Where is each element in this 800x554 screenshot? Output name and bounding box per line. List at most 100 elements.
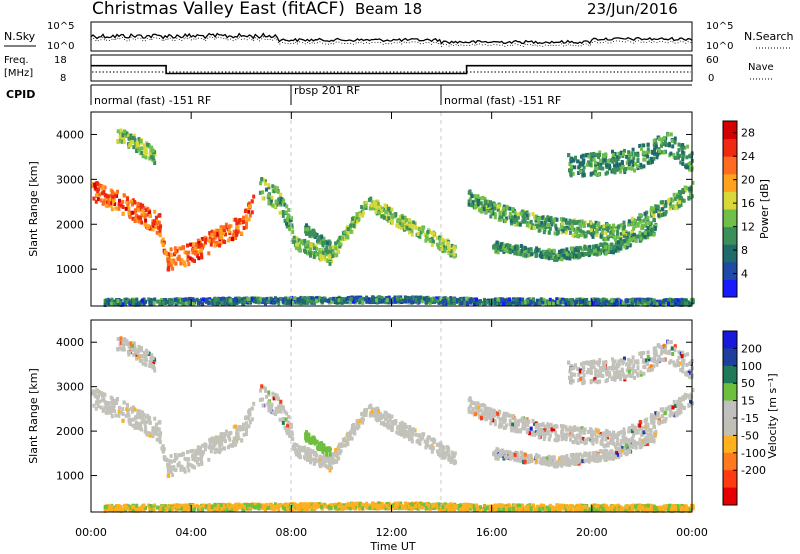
power-cell bbox=[131, 302, 135, 307]
power-cell bbox=[386, 206, 390, 211]
power-cell bbox=[236, 225, 240, 230]
power-cell bbox=[241, 301, 245, 306]
power-cell bbox=[638, 144, 642, 148]
station-title: Christmas Valley East (fitACF) bbox=[92, 0, 345, 19]
velocity-cell bbox=[126, 342, 130, 347]
power-cell bbox=[356, 295, 360, 300]
power-cell bbox=[171, 300, 175, 305]
velocity-cell bbox=[539, 431, 543, 436]
power-cell bbox=[541, 300, 545, 305]
power-cell bbox=[677, 298, 680, 303]
power-cell bbox=[500, 299, 504, 304]
power-cell bbox=[644, 218, 648, 223]
power-colorbar-segment bbox=[723, 261, 737, 280]
power-cell bbox=[161, 237, 165, 242]
power-colorbar-segment bbox=[723, 209, 737, 228]
velocity-cell bbox=[309, 450, 313, 454]
velocity-cell bbox=[245, 425, 249, 430]
power-cell bbox=[627, 222, 631, 227]
power-cell bbox=[686, 144, 690, 149]
power-cell bbox=[530, 252, 534, 257]
velocity-cell bbox=[219, 434, 223, 439]
power-cell bbox=[312, 246, 316, 251]
velocity-cell bbox=[436, 449, 439, 454]
velocity-cell bbox=[424, 441, 428, 446]
power-cell bbox=[572, 220, 576, 225]
velocity-cell bbox=[117, 409, 121, 414]
cpid-segment-2: rbsp 201 RF bbox=[294, 84, 360, 97]
power-cell bbox=[242, 226, 246, 230]
power-cell bbox=[126, 202, 130, 207]
velocity-cell bbox=[183, 469, 187, 474]
power-cell bbox=[373, 298, 377, 303]
power-cell bbox=[632, 236, 636, 241]
power-cell bbox=[627, 231, 630, 236]
power-cell bbox=[676, 154, 680, 159]
power-cell bbox=[213, 243, 217, 248]
power-cell bbox=[230, 301, 234, 306]
power-cell bbox=[651, 159, 654, 164]
velocity-cell bbox=[264, 388, 267, 393]
velocity-cell bbox=[351, 423, 354, 428]
power-cell bbox=[304, 229, 308, 234]
power-cell bbox=[169, 263, 173, 268]
power-cell bbox=[642, 302, 646, 307]
power-cell bbox=[405, 218, 409, 223]
velocity-cell bbox=[309, 437, 313, 442]
velocity-cell bbox=[122, 347, 126, 352]
velocity-cell bbox=[668, 408, 672, 413]
velocity-cell bbox=[110, 414, 114, 419]
freq-series-line bbox=[91, 64, 692, 75]
power-cell bbox=[405, 225, 409, 230]
velocity-cell bbox=[95, 400, 99, 405]
velocity-cell bbox=[411, 430, 415, 435]
power-cell bbox=[294, 245, 298, 250]
power-cell bbox=[647, 221, 651, 226]
velocity-cell bbox=[133, 407, 137, 412]
power-cell bbox=[377, 298, 381, 303]
power-cell bbox=[140, 220, 144, 225]
power-cell bbox=[299, 301, 303, 306]
power-cell bbox=[577, 165, 581, 170]
power-cell bbox=[519, 297, 523, 302]
power-cell bbox=[437, 245, 440, 250]
power-cell bbox=[681, 161, 685, 166]
power-cell bbox=[659, 143, 663, 148]
power-cell bbox=[611, 153, 615, 157]
power-cell bbox=[544, 302, 548, 307]
velocity-cell bbox=[145, 352, 149, 357]
velocity-cell bbox=[141, 361, 145, 366]
power-cell bbox=[657, 213, 661, 218]
power-cell bbox=[539, 224, 543, 229]
power-cell bbox=[130, 199, 133, 204]
power-cell bbox=[659, 200, 663, 205]
velocity-cell bbox=[180, 464, 184, 469]
power-cell bbox=[288, 218, 292, 223]
power-cell bbox=[253, 296, 257, 301]
power-cell bbox=[462, 297, 466, 302]
power-cell bbox=[645, 302, 649, 307]
power-cell bbox=[261, 300, 265, 305]
power-cell bbox=[651, 227, 655, 232]
velocity-cell bbox=[356, 426, 360, 431]
velocity-cell bbox=[215, 447, 219, 452]
power-cell bbox=[328, 255, 332, 260]
power-cell bbox=[680, 299, 684, 304]
power-cell bbox=[98, 184, 102, 189]
power-cell bbox=[132, 136, 136, 141]
power-colorbar-segment bbox=[723, 121, 737, 140]
power-cell bbox=[142, 301, 146, 306]
velocity-cell bbox=[400, 432, 404, 437]
power-cell bbox=[269, 300, 273, 305]
velocity-cell bbox=[382, 422, 386, 427]
power-cell bbox=[554, 226, 558, 231]
power-cell bbox=[247, 217, 251, 222]
velocity-cell bbox=[591, 441, 595, 446]
velocity-cell bbox=[560, 437, 564, 442]
power-cell bbox=[679, 196, 683, 201]
power-cell bbox=[317, 235, 321, 240]
velocity-cell bbox=[321, 448, 325, 453]
power-cell bbox=[157, 225, 160, 230]
power-colorbar-segment bbox=[723, 138, 737, 157]
power-cell bbox=[653, 300, 657, 305]
